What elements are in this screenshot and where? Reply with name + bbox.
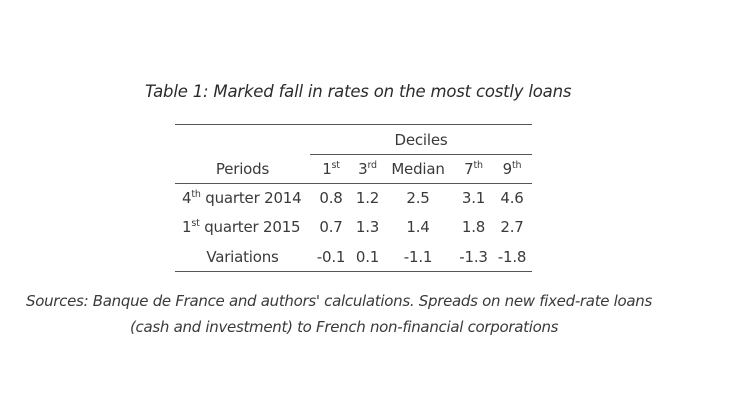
- column-header-median: Median: [391, 160, 445, 178]
- periods-header: Periods: [215, 160, 270, 178]
- row-2-value-1st: 0.7: [319, 218, 343, 236]
- row-3-value-3rd: 0.1: [355, 248, 380, 266]
- row-3-value-9th: -1.8: [497, 248, 527, 266]
- header-rule: [175, 183, 532, 184]
- top-rule: [175, 124, 532, 125]
- row-1-value-1st: 0.8: [319, 189, 343, 207]
- table-title: Table 1: Marked fall in rates on the mos…: [145, 82, 572, 101]
- row-2-value-median: 1.4: [406, 218, 430, 236]
- row-2-value-7th: 1.8: [461, 218, 486, 236]
- row-3-value-median: -1.1: [403, 248, 433, 266]
- row-1-value-median: 2.5: [406, 189, 430, 207]
- source-line-2: (cash and investment) to French non-fina…: [130, 318, 559, 336]
- column-header-7th: 7th: [464, 160, 483, 178]
- bottom-rule: [175, 271, 532, 272]
- row-1-value-9th: 4.6: [500, 189, 524, 207]
- row-3-value-1st: -0.1: [316, 248, 346, 266]
- column-header-3rd: 3rd: [358, 160, 377, 178]
- column-header-1st: 1st: [322, 160, 340, 178]
- row-2-period: 1st quarter 2015: [182, 218, 301, 236]
- row-2-value-9th: 2.7: [500, 218, 524, 236]
- row-1-value-3rd: 1.2: [355, 189, 380, 207]
- row-1-period: 4th quarter 2014: [182, 189, 302, 207]
- source-line-1: Sources: Banque de France and authors' c…: [26, 292, 653, 310]
- row-3-period: Variations: [206, 248, 279, 266]
- column-header-9th: 9th: [502, 160, 522, 178]
- row-2-value-3rd: 1.3: [355, 218, 380, 236]
- deciles-header: Deciles: [394, 131, 448, 149]
- row-3-value-7th: -1.3: [459, 248, 488, 266]
- row-1-value-7th: 3.1: [461, 189, 486, 207]
- deciles-rule: [310, 154, 532, 155]
